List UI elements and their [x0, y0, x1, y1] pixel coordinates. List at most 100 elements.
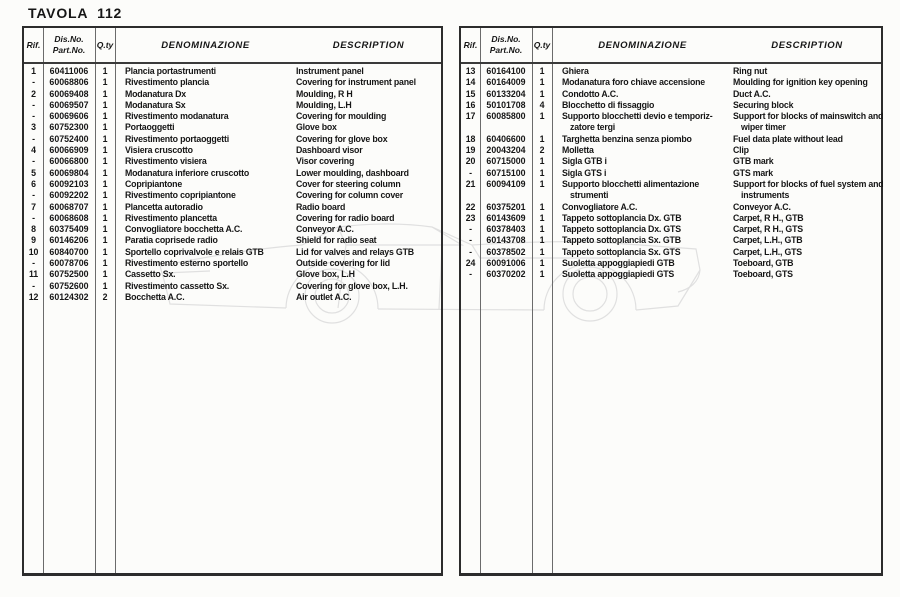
- cell-part-no: 60068608: [49, 212, 89, 223]
- cell-description: Moulding for ignition key opening: [733, 77, 868, 88]
- cell-denominazione: Sportello coprivalvole e relais GTB: [125, 246, 264, 257]
- cell-denominazione: Suoletta appoggiapiedi GTB: [562, 258, 675, 269]
- cell-rif: -: [469, 246, 472, 257]
- cell-part-no: 60066909: [49, 145, 89, 156]
- cell-qty: 1: [539, 235, 545, 246]
- cell-part-no: 60715100: [486, 167, 526, 178]
- table-header: Rif. Dis.No. Part.No. Q.ty DENOMINAZIONE…: [461, 28, 881, 64]
- cell-qty: 1: [102, 269, 108, 280]
- cell-rif: -: [32, 133, 35, 144]
- cell-qty: 1: [102, 280, 108, 291]
- cell-qty: 1: [102, 145, 108, 156]
- cell-rif: -: [32, 156, 35, 167]
- cell-denominazione: Portaoggetti: [125, 122, 175, 133]
- header-dis-no-line: Dis.No.: [491, 34, 521, 44]
- cell-part-no: 60092103: [49, 178, 89, 189]
- cell-denominazione: Rivestimento modanatura: [125, 111, 229, 122]
- cell-denominazione: Modanatura Dx: [125, 88, 186, 99]
- cell-denominazione: Tappeto sottoplancia Dx. GTB: [562, 212, 682, 223]
- cell-denominazione: Tappeto sottoplancia Sx. GTB: [562, 235, 681, 246]
- cell-rif: 4: [31, 145, 36, 156]
- cell-rif: -: [32, 212, 35, 223]
- cell-description: GTS mark: [733, 167, 773, 178]
- table-row: 8 60375409 1 Convogliatore bocchetta A.C…: [24, 224, 441, 235]
- cell-part-no: 20043204: [486, 145, 526, 156]
- cell-part-no: 60069507: [49, 99, 89, 110]
- cell-part-no: 60375201: [486, 201, 526, 212]
- cell-description: Covering for glove box: [296, 133, 388, 144]
- cell-qty: 1: [102, 246, 108, 257]
- table-row: 18 60406600 1 Targhetta benzina senza pi…: [461, 134, 881, 145]
- table-row: - 60378502 1 Tappeto sottoplancia Sx. GT…: [461, 247, 881, 258]
- cell-qty: 1: [539, 77, 545, 88]
- header-description: DESCRIPTION: [771, 39, 843, 51]
- cell-qty: 1: [539, 258, 545, 269]
- cell-part-no: 60375409: [49, 224, 89, 235]
- cell-description: Outside covering for lid: [296, 258, 390, 269]
- header-qty: Q.ty: [96, 40, 114, 50]
- cell-qty: 1: [539, 269, 545, 280]
- cell-rif: 18: [465, 133, 476, 144]
- cell-qty: 1: [102, 156, 108, 167]
- cell-rif: 20: [465, 156, 476, 167]
- cell-rif: -: [32, 190, 35, 201]
- cell-denominazione: Supporto blocchetti alimentazione strumen…: [562, 178, 700, 201]
- cell-description: Carpet, R H., GTS: [733, 224, 803, 235]
- header-description: DESCRIPTION: [332, 39, 405, 51]
- table-row: - 60069606 1 Rivestimento modanatura Cov…: [24, 111, 441, 122]
- cell-qty: 1: [102, 212, 108, 223]
- cell-denominazione: Rivestimento portaoggetti: [125, 133, 229, 144]
- cell-qty: 2: [102, 291, 108, 302]
- cell-rif: 24: [465, 258, 476, 269]
- table-row: 21 60094109 1 Supporto blocchetti alimen…: [461, 178, 884, 202]
- cell-description: Lid for valves and relays GTB: [296, 246, 414, 257]
- header-dis-no-line: Dis.No.: [54, 34, 84, 44]
- table-row: 5 60069804 1 Modanatura inferiore crusco…: [24, 168, 441, 179]
- table-row: - 60143708 1 Tappeto sottoplancia Sx. GT…: [461, 235, 881, 246]
- table-body: 1 60411006 1 Plancia portastrumenti Inst…: [24, 66, 441, 303]
- table-row: - 60066800 1 Rivestimento visiera Visor …: [24, 156, 441, 167]
- cell-description: Dashboard visor: [296, 145, 363, 156]
- table-row: - 60752600 1 Rivestimento cassetto Sx. C…: [24, 281, 441, 292]
- cell-denominazione: Visiera cruscotto: [125, 145, 193, 156]
- table-row: - 60078706 1 Rivestimento esterno sporte…: [24, 258, 441, 269]
- cell-denominazione: Cassetto Sx.: [125, 269, 176, 280]
- cell-part-no: 60143609: [486, 212, 526, 223]
- table-row: 16 50101708 4 Blocchetto di fissaggio Se…: [461, 100, 881, 111]
- cell-description: Cover for steering column: [296, 178, 401, 189]
- cell-qty: 4: [539, 99, 545, 110]
- cell-rif: 23: [465, 212, 476, 223]
- cell-rif: -: [469, 269, 472, 280]
- cell-qty: 1: [539, 66, 545, 76]
- header-rif: Rif.: [26, 40, 41, 50]
- cell-part-no: 60066800: [49, 156, 89, 167]
- cell-rif: 3: [31, 122, 36, 133]
- table-row: 7 60068707 1 Plancetta autoradio Radio b…: [24, 202, 441, 213]
- cell-denominazione: Plancetta autoradio: [125, 201, 203, 212]
- header-part-no: Dis.No. Part.No.: [43, 28, 95, 62]
- cell-part-no: 60752300: [49, 122, 89, 133]
- cell-qty: 1: [102, 66, 108, 76]
- cell-description: Duct A.C.: [733, 88, 771, 99]
- table-row: 3 60752300 1 Portaoggetti Glove box: [24, 122, 441, 133]
- cell-denominazione: Blocchetto di fissaggio: [562, 99, 655, 110]
- cell-rif: 22: [465, 201, 476, 212]
- table-row: - 60069507 1 Modanatura Sx Moulding, L.H: [24, 100, 441, 111]
- cell-description: Carpet, L.H., GTB: [733, 235, 803, 246]
- table-row: 2 60069408 1 Modanatura Dx Moulding, R H: [24, 89, 441, 100]
- cell-qty: 1: [539, 178, 545, 189]
- table-header: Rif. Dis.No. Part.No. Q.ty DENOMINAZIONE…: [24, 28, 441, 64]
- cell-rif: 1: [31, 66, 36, 76]
- cell-part-no: 60378502: [486, 246, 526, 257]
- cell-rif: -: [32, 99, 35, 110]
- cell-rif: -: [469, 167, 472, 178]
- table-row: - 60068608 1 Rivestimento plancetta Cove…: [24, 213, 441, 224]
- cell-rif: 15: [465, 88, 476, 99]
- cell-qty: 1: [539, 133, 545, 144]
- cell-part-no: 60164009: [486, 77, 526, 88]
- cell-part-no: 60068707: [49, 201, 89, 212]
- column-divider: [532, 28, 533, 573]
- cell-part-no: 60752400: [49, 133, 89, 144]
- cell-rif: 12: [28, 291, 39, 302]
- cell-denominazione: Plancia portastrumenti: [125, 66, 216, 76]
